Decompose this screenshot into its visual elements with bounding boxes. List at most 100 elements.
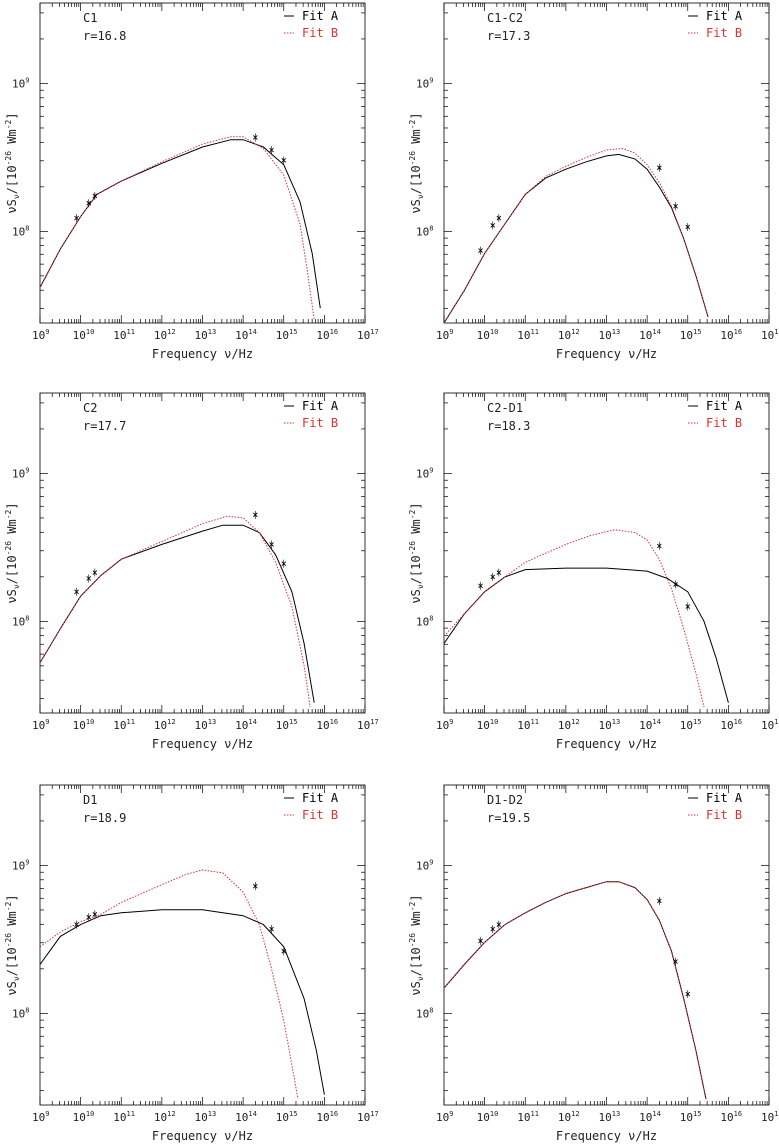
x-tick-label: 1016	[316, 718, 338, 732]
legend-entry: Fit A	[706, 399, 743, 413]
y-axis-label: νSν/[10-26 Wm-2]	[408, 894, 425, 995]
data-point	[74, 587, 79, 596]
data-point	[74, 214, 79, 223]
x-tick-label: 1017	[761, 1110, 779, 1124]
data-point	[269, 146, 274, 155]
data-point	[74, 920, 79, 929]
panel-label: C1	[83, 11, 97, 25]
series-line-fit-a	[444, 153, 709, 323]
panel-c2: 109 1010 1011 1012 1013 1014 1015 1016 1017 108 10…	[4, 392, 379, 751]
x-tick-label: 1016	[720, 328, 742, 342]
x-tick-label: 1017	[357, 1110, 379, 1124]
redshift-label: r=17.7	[83, 419, 126, 433]
legend-entry: Fit B	[302, 416, 338, 430]
x-tick-label: 1010	[477, 328, 499, 342]
x-tick-label: 1010	[73, 1110, 95, 1124]
redshift-label: r=17.3	[487, 29, 530, 43]
series-line-fit-a	[40, 139, 321, 309]
x-axis-label: Frequency ν/Hz	[556, 347, 657, 361]
data-point	[656, 896, 662, 905]
x-tick-label: 1010	[73, 718, 95, 732]
x-tick-label: 1016	[316, 1110, 338, 1124]
data-point	[673, 957, 678, 966]
series-line-fit-a	[40, 524, 315, 703]
data-point	[685, 990, 691, 999]
y-tick-label: 108	[12, 224, 29, 238]
data-point	[92, 568, 98, 577]
legend-entry: Fit B	[706, 416, 742, 430]
legend-entry: Fit A	[706, 9, 743, 23]
y-axis-label: νSν/[10-26 Wm-2]	[4, 502, 21, 603]
x-tick-label: 1017	[761, 328, 779, 342]
x-tick-label: 109	[32, 328, 49, 342]
x-tick-label: 1016	[720, 718, 742, 732]
x-tick-label: 1013	[599, 328, 621, 342]
plot-frame	[443, 2, 770, 324]
series-line-fit-b	[40, 136, 315, 321]
x-tick-label: 1012	[154, 1110, 176, 1124]
x-tick-label: 1016	[316, 328, 338, 342]
x-tick-label: 1011	[517, 328, 539, 342]
data-point	[656, 163, 662, 172]
data-point	[656, 541, 662, 550]
y-axis-label: νSν/[10-26 Wm-2]	[408, 112, 425, 213]
x-tick-label: 109	[436, 718, 453, 732]
panel-label: D1-D2	[487, 793, 523, 807]
x-axis-label: Frequency ν/Hz	[152, 347, 253, 361]
data-point	[478, 936, 483, 945]
x-tick-label: 1015	[680, 1110, 702, 1124]
y-axis-label: νSν/[10-26 Wm-2]	[4, 112, 21, 213]
x-tick-label: 1011	[517, 718, 539, 732]
x-tick-label: 1012	[558, 328, 580, 342]
x-tick-label: 1013	[195, 718, 217, 732]
plot-frame	[39, 784, 366, 1106]
plot-frame	[39, 392, 366, 714]
x-tick-label: 1015	[276, 1110, 298, 1124]
y-tick-label: 109	[12, 76, 29, 90]
redshift-label: r=18.9	[83, 811, 126, 825]
data-point	[673, 202, 678, 211]
x-axis-label: Frequency ν/Hz	[556, 737, 657, 751]
x-tick-label: 1013	[599, 1110, 621, 1124]
series-line-fit-b	[40, 869, 299, 1100]
data-point	[673, 580, 678, 589]
y-tick-label: 108	[416, 224, 433, 238]
x-tick-label: 1011	[113, 718, 135, 732]
x-tick-label: 1015	[680, 718, 702, 732]
x-tick-label: 1017	[357, 328, 379, 342]
data-point	[269, 540, 274, 549]
x-tick-label: 1015	[680, 328, 702, 342]
legend-entry: Fit B	[706, 808, 742, 822]
x-tick-label: 1014	[235, 328, 257, 342]
x-axis-label: Frequency ν/Hz	[152, 1129, 253, 1143]
data-point	[490, 925, 496, 934]
x-tick-label: 1014	[639, 328, 661, 342]
x-tick-label: 1013	[599, 718, 621, 732]
y-tick-label: 108	[416, 1006, 433, 1020]
x-tick-label: 1017	[761, 718, 779, 732]
data-point	[496, 568, 502, 577]
data-point	[685, 222, 691, 231]
y-tick-label: 109	[416, 858, 433, 872]
data-point	[269, 925, 274, 934]
x-tick-label: 1010	[73, 328, 95, 342]
data-point	[252, 882, 258, 891]
legend-entry: Fit B	[706, 26, 742, 40]
y-tick-label: 108	[12, 614, 29, 628]
x-tick-label: 1013	[195, 1110, 217, 1124]
x-tick-label: 1017	[357, 718, 379, 732]
x-axis-label: Frequency ν/Hz	[556, 1129, 657, 1143]
panel-d1: 109 1010 1011 1012 1013 1014 1015 1016 1017 108 10…	[4, 784, 379, 1143]
data-point	[281, 156, 287, 165]
x-tick-label: 1014	[235, 718, 257, 732]
panel-label: C1-C2	[487, 11, 523, 25]
data-point	[496, 214, 502, 223]
series-line-fit-b	[444, 529, 705, 708]
panel-d1-d2: 109 1010 1011 1012 1013 1014 1015 1016 1017 108 10…	[408, 784, 779, 1143]
y-tick-label: 109	[12, 466, 29, 480]
legend-entry: Fit B	[302, 26, 338, 40]
data-point	[252, 133, 258, 142]
x-tick-label: 1016	[720, 1110, 742, 1124]
redshift-label: r=16.8	[83, 29, 126, 43]
